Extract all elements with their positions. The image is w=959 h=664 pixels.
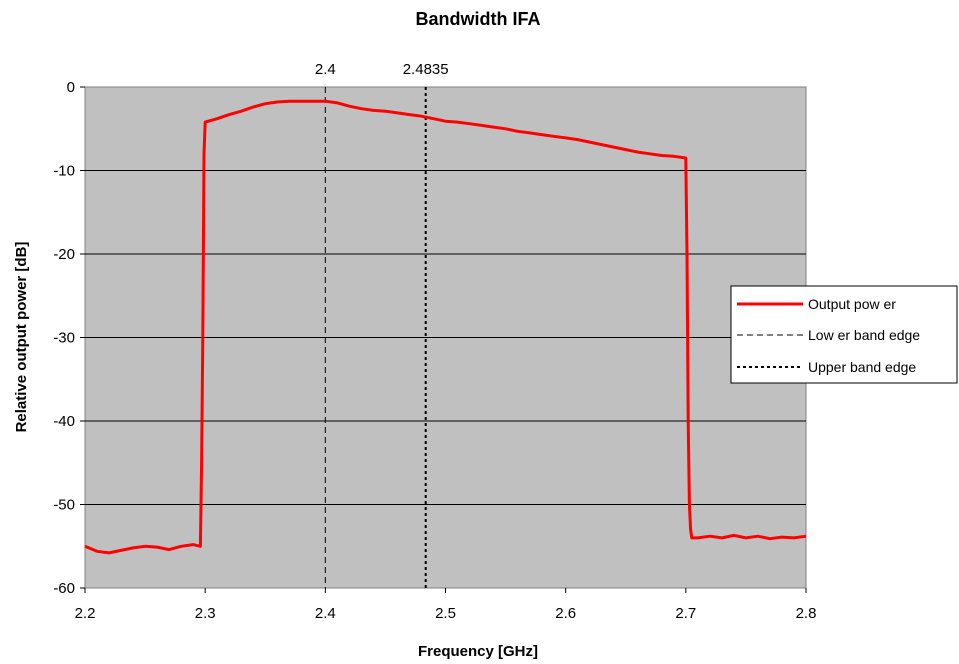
- output-power-line: [84, 99, 807, 555]
- legend-label: Upper band edge: [808, 359, 916, 375]
- band-edge-lines: [324, 87, 427, 588]
- x-tick-label: 2.2: [75, 605, 96, 622]
- legend-label: Output pow er: [808, 296, 896, 312]
- band-edge-annotations: 2.4 2.4835: [315, 61, 449, 78]
- chart-title: Bandwidth IFA: [416, 9, 541, 29]
- y-tick-label: -50: [53, 497, 75, 514]
- legend-label: Low er band edge: [808, 327, 920, 343]
- y-tick-label: -20: [53, 246, 75, 263]
- y-tick-label: -40: [53, 413, 75, 430]
- band-edge-annotation: 2.4: [315, 61, 336, 78]
- x-tick-label: 2.6: [555, 605, 576, 622]
- y-tick-label: -10: [53, 163, 75, 180]
- x-tick-labels: 2.2 2.3 2.4 2.5 2.6 2.7 2.8: [75, 588, 817, 622]
- y-tick-labels: 0 -10 -20 -30 -40 -50 -60: [53, 79, 85, 597]
- x-tick-label: 2.4: [315, 605, 336, 622]
- x-tick-label: 2.5: [435, 605, 456, 622]
- y-axis-label: Relative output power [dB]: [13, 242, 30, 433]
- band-edge-annotation: 2.4835: [403, 61, 449, 78]
- legend: Output pow er Low er band edge Upper band …: [730, 285, 958, 384]
- x-axis-label: Frequency [GHz]: [418, 643, 538, 660]
- x-tick-label: 2.8: [796, 605, 817, 622]
- y-tick-label: 0: [67, 79, 75, 96]
- x-tick-label: 2.3: [195, 605, 216, 622]
- series-lines: [84, 99, 807, 555]
- x-tick-label: 2.7: [675, 605, 696, 622]
- y-tick-label: -30: [53, 330, 75, 347]
- y-tick-label: -60: [53, 580, 75, 597]
